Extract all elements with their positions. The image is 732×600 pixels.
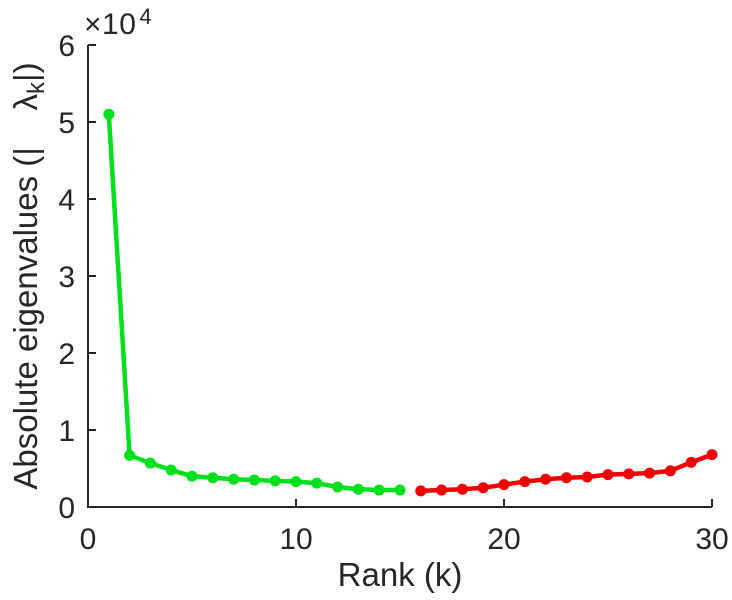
data-point-marker <box>706 449 718 461</box>
data-point-marker <box>519 476 531 488</box>
data-point-marker <box>352 483 364 495</box>
exponent-base: ×10 <box>84 8 137 41</box>
exponent-power: 4 <box>139 4 153 29</box>
data-point-marker <box>103 108 115 120</box>
data-point-marker <box>290 476 302 488</box>
data-point-marker <box>415 485 427 497</box>
data-point-marker <box>269 475 281 487</box>
x-tick-label: 0 <box>80 523 97 556</box>
series-layer <box>103 108 718 497</box>
data-point-marker <box>436 484 448 496</box>
axes-spine <box>87 45 712 508</box>
data-point-marker <box>644 467 656 479</box>
data-point-marker <box>685 456 697 468</box>
data-point-marker <box>623 468 635 480</box>
data-point-marker <box>664 465 676 477</box>
y-tick-label: 5 <box>58 107 75 140</box>
y-tick-label: 1 <box>58 415 75 448</box>
y-axis-label-suffix: |) <box>7 62 44 82</box>
data-point-marker <box>394 484 406 496</box>
data-point-marker <box>311 477 323 489</box>
lambda-subscript: k <box>23 81 50 94</box>
tick-label-layer: 0 10 20 30 0 1 2 3 4 5 6 <box>58 30 728 556</box>
data-point-marker <box>165 464 177 476</box>
x-tick-label: 10 <box>279 523 312 556</box>
axes-layer <box>87 44 713 508</box>
y-axis-label: Absolute eigenvalues (| λk|) <box>6 41 50 511</box>
y-tick-label: 3 <box>58 261 75 294</box>
y-tick-label: 0 <box>58 492 75 525</box>
data-point-marker <box>186 470 198 482</box>
y-tick-label: 6 <box>58 30 75 63</box>
data-point-marker <box>581 471 593 483</box>
data-point-marker <box>456 483 468 495</box>
x-tick-label: 20 <box>487 523 520 556</box>
data-point-marker <box>477 482 489 494</box>
data-point-marker <box>207 472 219 484</box>
series-leading-eigenvalues <box>103 108 406 496</box>
data-point-marker <box>124 449 136 461</box>
data-point-marker <box>373 484 385 496</box>
series-line-leading-eigenvalues <box>106 112 403 493</box>
y-axis-exponent-label: ×10 4 <box>84 4 152 42</box>
lambda-symbol: λ <box>7 93 44 111</box>
y-axis-label-text: Absolute eigenvalues (| <box>7 110 44 490</box>
data-point-marker <box>560 472 572 484</box>
y-tick-label: 4 <box>58 184 75 217</box>
data-point-marker <box>498 479 510 491</box>
data-point-marker <box>540 473 552 485</box>
data-point-marker <box>602 469 614 481</box>
data-point-marker <box>332 481 344 493</box>
data-point-marker <box>248 474 260 486</box>
data-point-marker <box>144 457 156 469</box>
x-axis-label: Rank (k) <box>337 556 463 593</box>
data-point-marker <box>228 473 240 485</box>
series-trailing-eigenvalues <box>415 449 718 497</box>
x-tick-label: 30 <box>695 523 728 556</box>
y-tick-label: 2 <box>58 338 75 371</box>
